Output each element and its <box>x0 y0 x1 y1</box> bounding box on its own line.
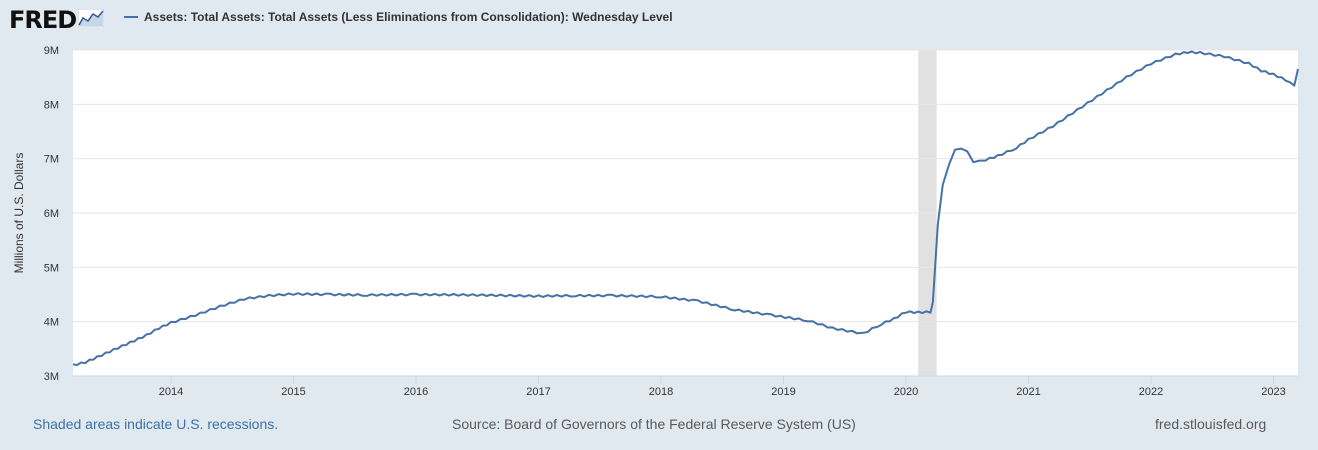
x-tick-label: 2018 <box>649 386 673 398</box>
x-tick-label: 2017 <box>526 386 550 398</box>
y-tick-label: 4M <box>44 317 59 329</box>
series-line[interactable] <box>72 50 1299 366</box>
x-axis: 2014 2015 2016 2017 2018 2019 2020 2021 2022 2023 <box>73 375 1298 398</box>
x-tick-label: 2021 <box>1016 386 1040 398</box>
x-tick-label: 2016 <box>404 386 428 398</box>
y-tick-label: 5M <box>44 262 59 274</box>
y-axis-label: Millions of U.S. Dollars <box>12 153 26 274</box>
x-tick-label: 2019 <box>771 386 795 398</box>
source-text: Source: Board of Governors of the Federa… <box>452 416 856 432</box>
legend-label: Assets: Total Assets: Total Assets (Less… <box>144 10 673 24</box>
x-tick-label: 2015 <box>281 386 305 398</box>
y-tick-label: 8M <box>44 99 59 111</box>
chart-legend: Assets: Total Assets: Total Assets (Less… <box>124 10 673 24</box>
x-tick-label: 2020 <box>894 386 918 398</box>
y-axis: 3M 4M 5M 6M 7M 8M 9M <box>44 45 59 383</box>
x-tick-label: 2023 <box>1261 386 1285 398</box>
recession-note-link[interactable]: Shaded areas indicate U.S. recessions. <box>33 416 279 432</box>
x-tick-label: 2014 <box>159 386 183 398</box>
site-url: fred.stlouisfed.org <box>1155 416 1267 432</box>
grid-lines <box>73 49 1298 323</box>
y-tick-label: 7M <box>44 154 59 166</box>
y-tick-label: 9M <box>44 45 59 57</box>
fred-logo-text: FRED <box>9 6 77 34</box>
legend-swatch <box>124 16 138 18</box>
x-tick-label: 2022 <box>1139 386 1163 398</box>
y-tick-label: 6M <box>44 208 59 220</box>
y-tick-label: 3M <box>44 371 59 383</box>
